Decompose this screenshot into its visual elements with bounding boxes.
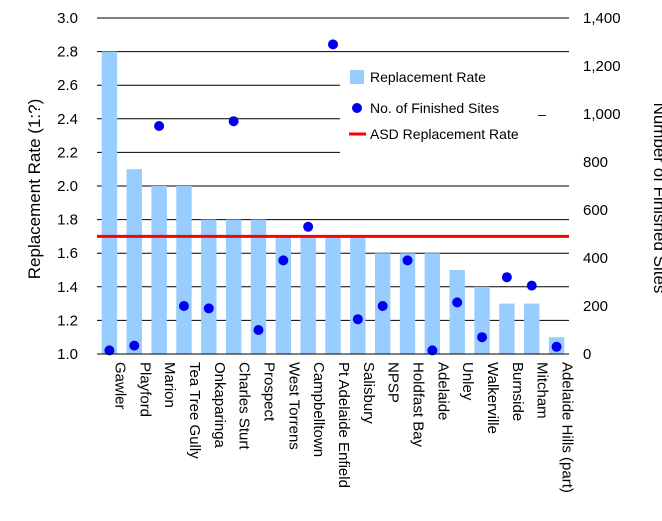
- data-point: [253, 325, 264, 335]
- bar-series: [101, 51, 565, 354]
- y2-tick-label: 0: [583, 346, 591, 363]
- x-tick-label: Charles Sturt: [236, 362, 253, 450]
- y-tick-label: 3.0: [57, 10, 78, 27]
- data-point: [328, 39, 338, 50]
- x-tick-label: Adelaide: [434, 362, 451, 420]
- y-tick-label: 1.2: [57, 312, 78, 329]
- bar: [524, 303, 540, 354]
- right-axis-ticks: 0 200 400 600 800 1,000 1,200 1,400: [583, 10, 621, 363]
- bar: [225, 219, 242, 354]
- x-tick-label: Prospect: [260, 362, 277, 422]
- data-point: [303, 221, 314, 232]
- bar: [325, 236, 341, 354]
- data-point: [228, 116, 239, 127]
- x-tick-label: Pt Adelaide Enfield: [335, 362, 352, 488]
- y2-tick-label: 600: [583, 202, 608, 219]
- data-point: [129, 340, 140, 351]
- gridlines: [97, 17, 569, 355]
- scatter-series: [104, 39, 562, 356]
- x-tick-label: Tea Tree Gully: [186, 362, 203, 459]
- y-tick-label: 2.2: [57, 144, 78, 161]
- data-point: [551, 341, 562, 352]
- y2-tick-label: 400: [583, 250, 608, 267]
- legend-label-asd: ASD Replacement Rate: [370, 126, 519, 142]
- x-tick-label: Onkaparinga: [211, 362, 228, 449]
- x-tick-label: West Torrens: [285, 362, 302, 450]
- data-point: [526, 280, 537, 291]
- bar: [151, 186, 167, 354]
- bar: [300, 236, 316, 354]
- data-point: [203, 303, 214, 314]
- data-point: [402, 255, 413, 266]
- legend: Replacement Rate No. of Finished Sites _…: [340, 57, 569, 154]
- legend-label-finished-sites: No. of Finished Sites: [370, 100, 499, 116]
- y-tick-label: 1.6: [57, 245, 78, 262]
- x-tick-label: NPSP: [385, 362, 402, 403]
- data-point: [278, 255, 289, 266]
- x-tick-label: Playford: [136, 362, 153, 417]
- x-tick-label: Gawler: [111, 362, 128, 410]
- y-tick-label: 2.0: [57, 178, 78, 195]
- data-point: [501, 272, 512, 283]
- legend-box: [340, 57, 569, 154]
- y2-tick-label: 1,400: [583, 10, 621, 27]
- bar: [350, 236, 366, 354]
- y-tick-label: 1.8: [57, 212, 78, 229]
- y-tick-label: 1.4: [57, 279, 78, 296]
- x-tick-label: Mitcham: [534, 362, 551, 419]
- x-tick-label: Holdfast Bay: [410, 362, 427, 448]
- y2-tick-label: 1,000: [583, 106, 621, 123]
- x-tick-label: Salisbury: [360, 362, 377, 424]
- legend-label-replacement-rate: Replacement Rate: [370, 69, 486, 85]
- data-point: [352, 314, 363, 325]
- bar: [449, 270, 465, 354]
- bar: [499, 303, 515, 354]
- legend-swatch-replacement-rate: [350, 70, 364, 84]
- y2-tick-label: 800: [583, 154, 608, 171]
- bar: [126, 169, 142, 354]
- data-point: [377, 301, 388, 311]
- bar: [399, 253, 416, 354]
- y-tick-label: 2.6: [57, 77, 78, 94]
- legend-extra-mark: _: [537, 100, 546, 116]
- bar: [250, 219, 267, 354]
- x-tick-label: Campbelltown: [310, 362, 327, 457]
- x-tick-label: Adelaide Hills (part): [559, 362, 576, 493]
- x-tick-label: Burnside: [509, 362, 526, 421]
- y-tick-label: 2.4: [57, 111, 78, 128]
- x-tick-label: Walkerville: [484, 362, 501, 434]
- y2-tick-label: 200: [583, 298, 608, 315]
- legend-marker-finished-sites: [352, 103, 362, 113]
- y2-axis-title: Number of Finished Sites: [650, 103, 662, 294]
- x-tick-label: Marion: [161, 362, 178, 408]
- y-tick-label: 2.8: [57, 44, 78, 61]
- y-axis-title: Replacement Rate (1:?): [25, 99, 44, 279]
- data-point: [477, 332, 488, 343]
- bar: [176, 186, 192, 354]
- x-axis-ticks: Gawler Playford Marion Tea Tree Gully Onkapa…: [111, 362, 575, 493]
- bar: [275, 236, 292, 354]
- bar: [474, 286, 490, 354]
- data-point: [154, 121, 165, 131]
- left-axis-ticks: 1.0 1.2 1.4 1.6 1.8 2.0 2.2 2.4 2.6 2.8 3.0: [57, 10, 78, 363]
- y-tick-label: 1.0: [57, 346, 78, 363]
- data-point: [104, 345, 115, 356]
- data-point: [427, 345, 438, 356]
- bar: [201, 219, 217, 354]
- x-tick-label: Unley: [459, 362, 476, 401]
- data-point: [452, 297, 463, 308]
- bar: [424, 253, 441, 354]
- y2-tick-label: 1,200: [583, 58, 621, 75]
- data-point: [178, 301, 189, 311]
- bar: [101, 51, 118, 354]
